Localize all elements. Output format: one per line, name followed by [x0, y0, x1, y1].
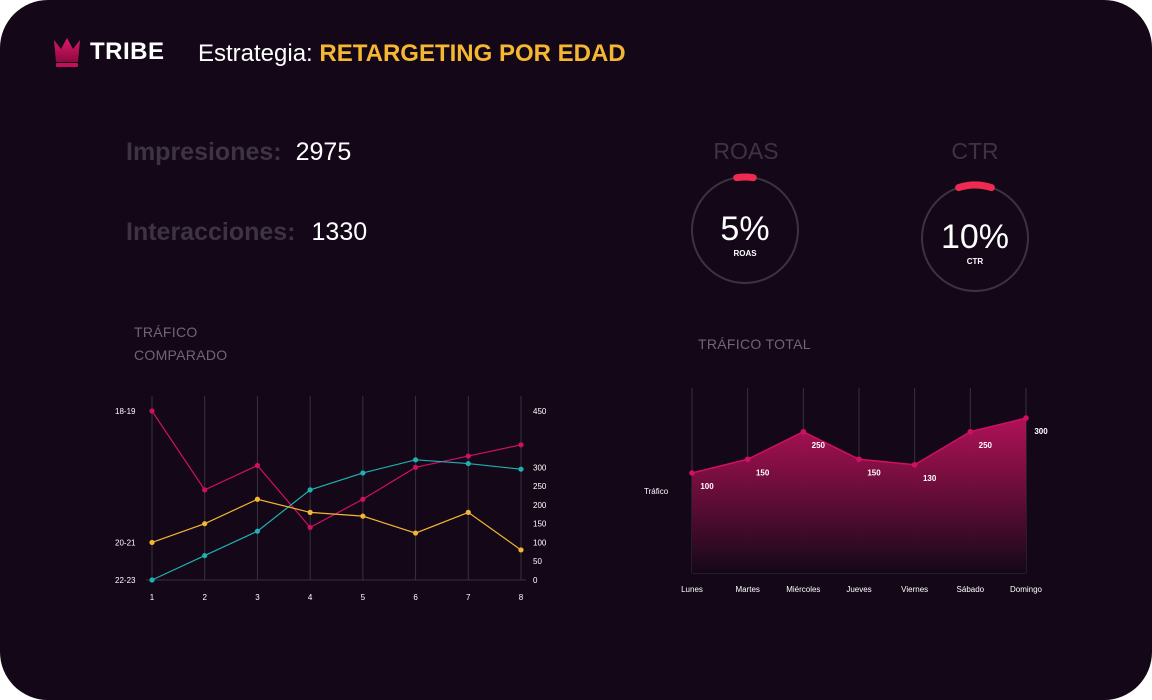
age-group-label: 20-21	[115, 538, 136, 547]
data-label: 150	[867, 468, 881, 477]
series-2-point	[149, 539, 155, 546]
series-0-point	[518, 442, 524, 448]
area-point	[856, 456, 862, 463]
x-tick-label: Viernes	[901, 585, 928, 594]
impresiones-label: Impresiones:	[126, 138, 282, 166]
x-tick-label: Martes	[735, 585, 759, 594]
data-label: 130	[923, 474, 937, 483]
x-tick-label: 7	[466, 593, 471, 602]
metric-impresiones: Impresiones: 2975	[126, 138, 351, 167]
right-tick-label: 200	[533, 501, 547, 510]
series-1-point	[254, 528, 261, 534]
series-2-point	[360, 513, 366, 519]
roas-gauge: 5% ROAS	[691, 173, 799, 284]
title-strategy: RETARGETING POR EDAD	[319, 40, 626, 67]
series-1-point	[412, 457, 419, 463]
roas-title: ROAS	[713, 138, 779, 164]
series-0-point	[412, 464, 419, 470]
ctr-gauge: 10% CTR	[921, 181, 1029, 292]
y-axis-label: Tráfico	[644, 487, 669, 496]
roas-sublabel: ROAS	[733, 249, 757, 258]
series-0-point	[465, 453, 471, 459]
trafico-comparado-title-line2: COMPARADO	[134, 347, 228, 363]
title-prefix: Estrategia:	[198, 40, 313, 67]
right-tick-label: 300	[533, 463, 547, 472]
series-1-point	[465, 460, 471, 467]
metric-interacciones: Interacciones: 1330	[126, 218, 367, 247]
x-tick-label: Lunes	[681, 585, 703, 594]
right-tick-label: 0	[533, 576, 538, 585]
right-tick-label: 450	[533, 407, 547, 416]
x-tick-label: 4	[308, 593, 313, 602]
data-label: 250	[812, 441, 826, 450]
age-group-label: 18-19	[115, 407, 136, 416]
area-fill	[692, 418, 1026, 573]
age-group-label: 22-23	[115, 576, 136, 585]
series-0-point	[360, 496, 366, 502]
ctr-sublabel: CTR	[967, 257, 984, 266]
data-label: 150	[756, 468, 770, 477]
right-tick-label: 150	[533, 520, 547, 529]
series-1-point	[202, 552, 208, 559]
trafico-total-title: TRÁFICO TOTAL	[698, 336, 811, 352]
data-label: 100	[700, 482, 714, 491]
data-label: 250	[979, 441, 993, 450]
x-tick-label: 1	[150, 593, 155, 602]
series-2-point	[518, 547, 524, 553]
series-2-point	[307, 509, 313, 515]
x-tick-label: 2	[202, 593, 207, 602]
roas-gauge-arc	[733, 173, 757, 182]
series-2-point	[254, 496, 261, 502]
x-tick-label: Sábado	[957, 585, 985, 594]
right-tick-label: 100	[533, 538, 547, 547]
area-point	[1023, 415, 1029, 421]
interacciones-value: 1330	[311, 218, 368, 246]
series-1-point	[518, 466, 524, 472]
series-2-point	[202, 521, 208, 527]
ctr-title: CTR	[951, 138, 999, 164]
series-1-point	[149, 577, 155, 583]
series-0-point	[149, 408, 155, 414]
x-tick-label: Miércoles	[786, 585, 820, 594]
data-label: 300	[1034, 427, 1048, 436]
interacciones-label: Interacciones:	[126, 218, 296, 246]
series-1-point	[307, 487, 313, 493]
impresiones-value: 2975	[295, 138, 352, 166]
series-0-point	[202, 487, 208, 493]
series-line-1	[151, 459, 522, 581]
ctr-value: 10%	[941, 218, 1009, 256]
area-point	[967, 428, 974, 435]
area-point	[911, 461, 918, 468]
trafico-comparado-title: TRÁFICO COMPARADO	[134, 321, 227, 367]
x-tick-label: Jueves	[846, 585, 871, 594]
area-point	[744, 456, 751, 463]
right-tick-label: 250	[533, 482, 547, 491]
series-0-point	[254, 462, 261, 469]
series-line-2	[151, 498, 522, 551]
ctr-gauge-arc	[955, 181, 995, 192]
x-tick-label: 6	[413, 593, 418, 602]
series-2-point	[412, 530, 419, 536]
series-0-point	[307, 524, 313, 531]
area-point	[689, 470, 695, 476]
trafico-comparado-title-line1: TRÁFICO	[134, 324, 198, 340]
roas-value: 5%	[720, 210, 769, 248]
x-tick-label: Domingo	[1010, 585, 1043, 594]
x-tick-label: 8	[519, 593, 524, 602]
brand-name: TRIBE	[90, 38, 165, 65]
page-title: Estrategia: RETARGETING POR EDAD	[198, 40, 626, 68]
x-tick-label: 5	[361, 593, 366, 602]
series-2-point	[465, 509, 471, 515]
right-tick-label: 50	[533, 557, 542, 566]
crown-icon	[54, 38, 80, 67]
series-1-point	[360, 470, 366, 476]
area-point	[800, 428, 807, 435]
series-line-0	[151, 410, 522, 529]
tribe-logo: TRIBE	[52, 36, 165, 68]
x-tick-label: 3	[255, 593, 260, 602]
